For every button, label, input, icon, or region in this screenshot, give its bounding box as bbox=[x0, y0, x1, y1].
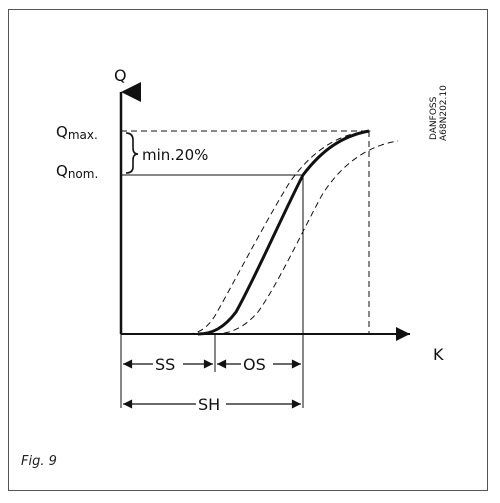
q-max-label: Qmax. bbox=[56, 123, 98, 142]
min-brace bbox=[125, 132, 139, 174]
q-nom-label: Qnom. bbox=[56, 162, 98, 181]
stamp-line1: DANFOSS bbox=[429, 96, 439, 140]
ss-label: SS bbox=[155, 355, 175, 374]
sh-label: SH bbox=[198, 395, 220, 414]
stamp-line2: A68N202.10 bbox=[439, 85, 449, 141]
capacity-curve bbox=[197, 129, 370, 336]
min-note: min.20% bbox=[142, 146, 208, 164]
x-axis-label: K bbox=[433, 345, 444, 364]
figure-frame bbox=[8, 9, 488, 491]
y-axis-label: Q bbox=[114, 66, 127, 85]
curve-lower-bound bbox=[187, 130, 372, 335]
os-label: OS bbox=[243, 355, 266, 374]
figure-caption: Fig. 9 bbox=[21, 454, 57, 469]
